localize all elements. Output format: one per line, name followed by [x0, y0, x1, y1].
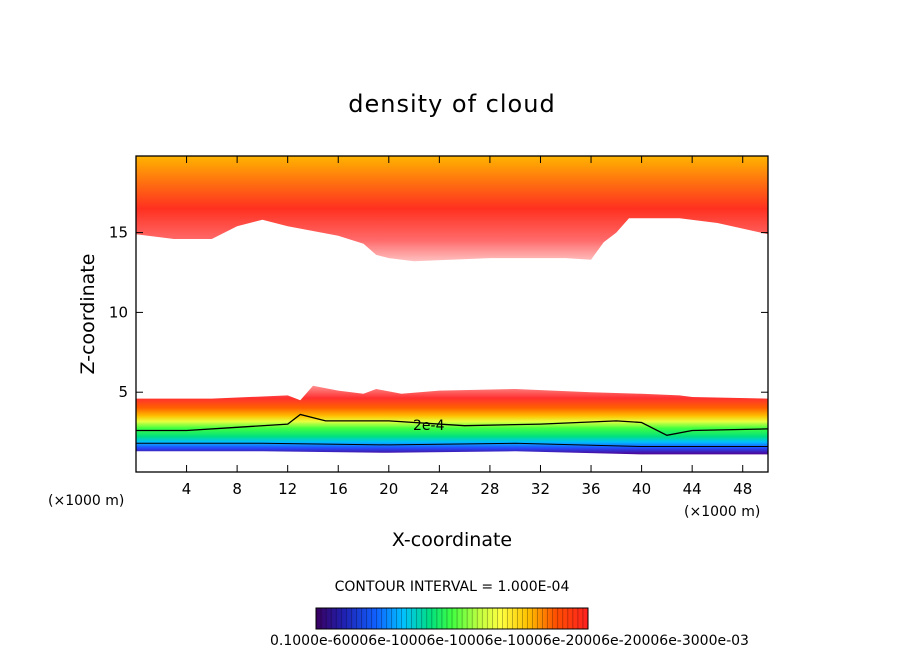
contour-interval-text: CONTOUR INTERVAL = 1.000E-04: [335, 579, 570, 595]
colorbar: [315, 607, 589, 630]
plot-frame: [135, 155, 769, 473]
cloud-base-contour: [136, 442, 768, 447]
x-axis-label: X-coordinate: [392, 529, 512, 551]
y-tick-label: 15: [109, 224, 128, 242]
y-axis-label: Z-coordinate: [77, 254, 99, 375]
x-tick-label: 20: [379, 480, 398, 498]
x-tick-label: 40: [632, 480, 651, 498]
x-unit-left: (×1000 m): [48, 493, 124, 509]
x-tick-label: 12: [278, 480, 297, 498]
x-unit-right: (×1000 m): [684, 504, 760, 520]
lower-cloud-layer: [136, 385, 768, 455]
x-tick-label: 16: [329, 480, 348, 498]
colorbar-labels: 0.1000e-60006e-10006e-10006e-10006e-2000…: [270, 633, 749, 649]
y-tick-label: 10: [109, 303, 128, 321]
contour-label: 2e-4: [413, 418, 445, 434]
x-tick-label: 44: [683, 480, 702, 498]
x-tick-label: 48: [733, 480, 752, 498]
x-tick-label: 36: [581, 480, 600, 498]
upper-cloud-layer: [136, 156, 768, 262]
contour-2e-4-line: [136, 413, 768, 436]
colorbar-stripes: [315, 608, 589, 629]
x-tick-label: 8: [232, 480, 242, 498]
x-tick-label: 4: [182, 480, 192, 498]
chart-title: density of cloud: [348, 90, 555, 118]
x-tick-label: 28: [480, 480, 499, 498]
y-tick-label: 5: [118, 383, 128, 401]
plot-area: [136, 156, 768, 455]
x-tick-label: 24: [430, 480, 449, 498]
x-tick-label: 32: [531, 480, 550, 498]
y-axis-ticks: 5 10 15: [109, 224, 768, 401]
x-axis-ticks: 4 8 12 16 20 24 28 32 36 40 44 48: [182, 156, 752, 498]
